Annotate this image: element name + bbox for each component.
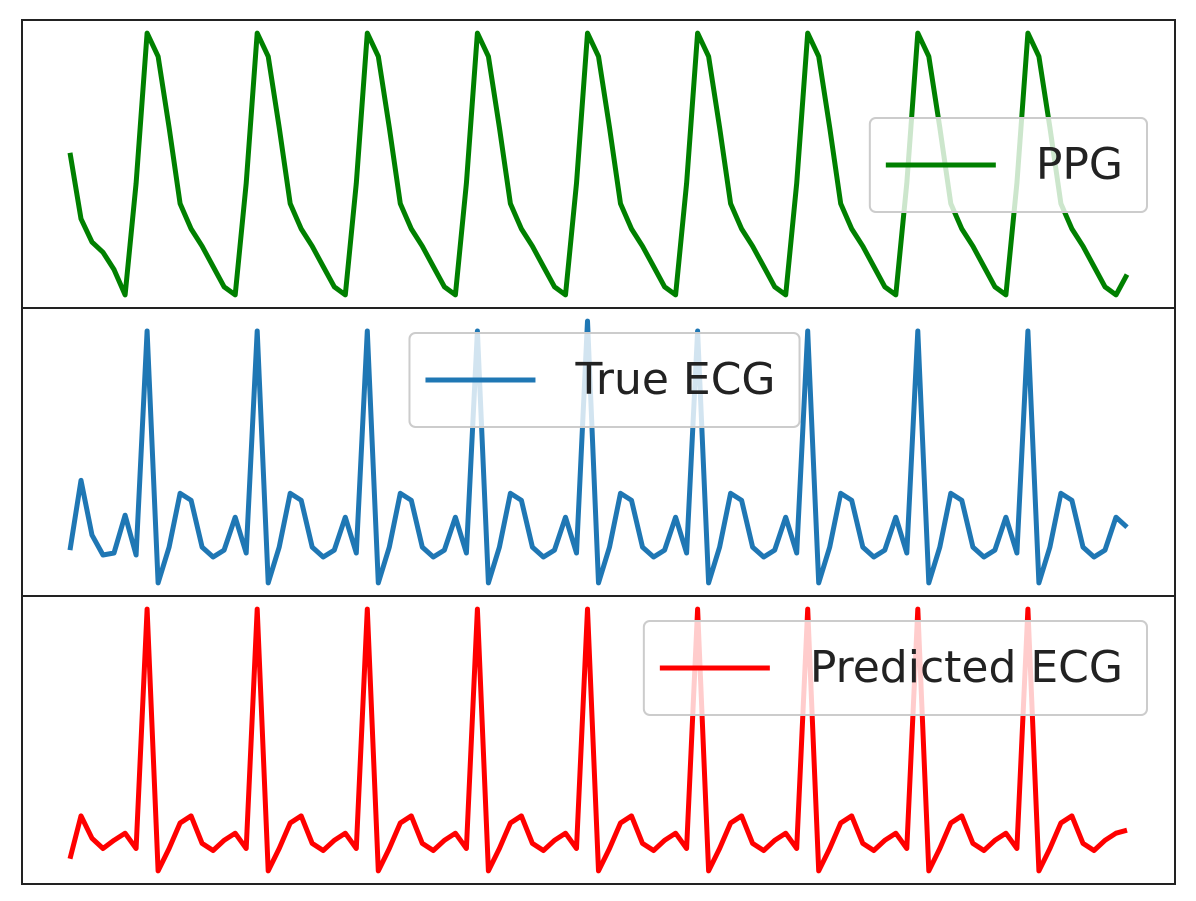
legend-box — [642, 620, 1148, 716]
legend: Predicted ECG — [642, 620, 1148, 716]
legend: PPG — [868, 117, 1148, 213]
legend: True ECG — [408, 332, 801, 428]
panel: PPG — [21, 19, 1176, 309]
panel: Predicted ECG — [21, 595, 1176, 885]
legend-box — [408, 332, 801, 428]
data-line — [67, 606, 1128, 874]
legend-label: PPG — [1036, 139, 1123, 190]
legend-box — [868, 117, 1148, 213]
panel: True ECG — [21, 307, 1176, 597]
legend-label: Predicted ECG — [810, 642, 1123, 693]
legend-label: True ECG — [574, 354, 775, 405]
data-line — [67, 318, 1129, 586]
